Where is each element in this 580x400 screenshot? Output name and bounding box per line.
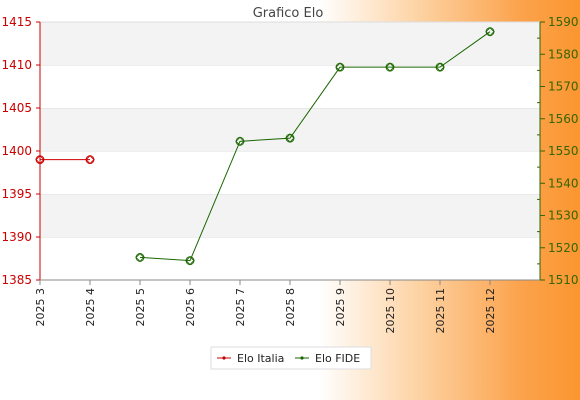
legend-box xyxy=(210,346,372,370)
series-group xyxy=(35,26,495,266)
plot-band xyxy=(40,151,540,194)
plot-band xyxy=(40,65,540,108)
plot-band xyxy=(40,194,540,237)
data-point-ring xyxy=(135,253,145,262)
legend-swatch-marker xyxy=(300,356,304,360)
chart-title: Grafico Elo xyxy=(253,6,324,21)
x-tick-label: 2025 10 xyxy=(384,288,397,334)
legend-swatch-marker xyxy=(222,356,226,360)
plot-band xyxy=(40,237,540,280)
x-tick-label: 2025 6 xyxy=(184,288,197,327)
data-point-ring xyxy=(35,155,45,165)
series-line-2 xyxy=(139,31,491,262)
right-tick-label: 1570 xyxy=(548,80,579,94)
x-tick-label: 2025 7 xyxy=(234,288,247,327)
x-tick-label: 2025 11 xyxy=(434,288,447,334)
data-point-ring xyxy=(185,256,195,266)
data-point-ring xyxy=(285,133,295,143)
x-tick-label: 2025 3 xyxy=(34,288,47,327)
legend-label: Elo Italia xyxy=(237,352,284,365)
left-tick-label: 1400 xyxy=(1,144,32,158)
legend: Elo Italia Elo FIDE xyxy=(210,346,372,370)
right-tick-label: 1540 xyxy=(548,176,579,190)
data-point-ring xyxy=(335,62,345,72)
left-tick-label: 1415 xyxy=(1,15,32,29)
data-point-ring xyxy=(435,62,445,72)
plot-band xyxy=(40,108,540,151)
x-tick-label: 2025 12 xyxy=(484,288,497,334)
data-point-ring xyxy=(235,136,245,146)
x-axis-ticks: 2025 3 2025 4 2025 5 2025 6 2025 7 2025 8 2025… xyxy=(34,280,497,334)
x-tick-label: 2025 8 xyxy=(284,288,297,327)
right-tick-label: 1550 xyxy=(548,144,579,158)
right-tick-label: 1580 xyxy=(548,47,579,61)
right-axis-ticks: 1510 1520 1530 1540 1550 1560 1570 1580 1590 xyxy=(537,15,579,287)
right-tick-label: 1520 xyxy=(548,241,579,255)
left-tick-label: 1390 xyxy=(1,230,32,244)
plot-bands xyxy=(40,21,540,280)
x-tick-label: 2025 4 xyxy=(84,288,97,327)
right-tick-label: 1530 xyxy=(548,209,579,223)
data-point-ring xyxy=(485,27,495,37)
right-tick-label: 1560 xyxy=(548,112,579,126)
data-point-ring xyxy=(85,155,95,165)
left-axis-ticks: 1385 1390 1395 1400 1405 1410 1415 xyxy=(1,15,40,287)
right-tick-label: 1590 xyxy=(548,15,579,29)
left-tick-label: 1410 xyxy=(1,58,32,72)
legend-label: Elo FIDE xyxy=(315,352,360,365)
right-tick-label: 1510 xyxy=(548,273,579,287)
x-tick-label: 2025 5 xyxy=(134,288,147,327)
data-point-ring xyxy=(385,62,395,72)
left-tick-label: 1385 xyxy=(1,273,32,287)
x-tick-label: 2025 9 xyxy=(334,288,347,327)
left-tick-label: 1405 xyxy=(1,101,32,115)
plot-band xyxy=(40,22,540,65)
left-tick-label: 1395 xyxy=(1,187,32,201)
